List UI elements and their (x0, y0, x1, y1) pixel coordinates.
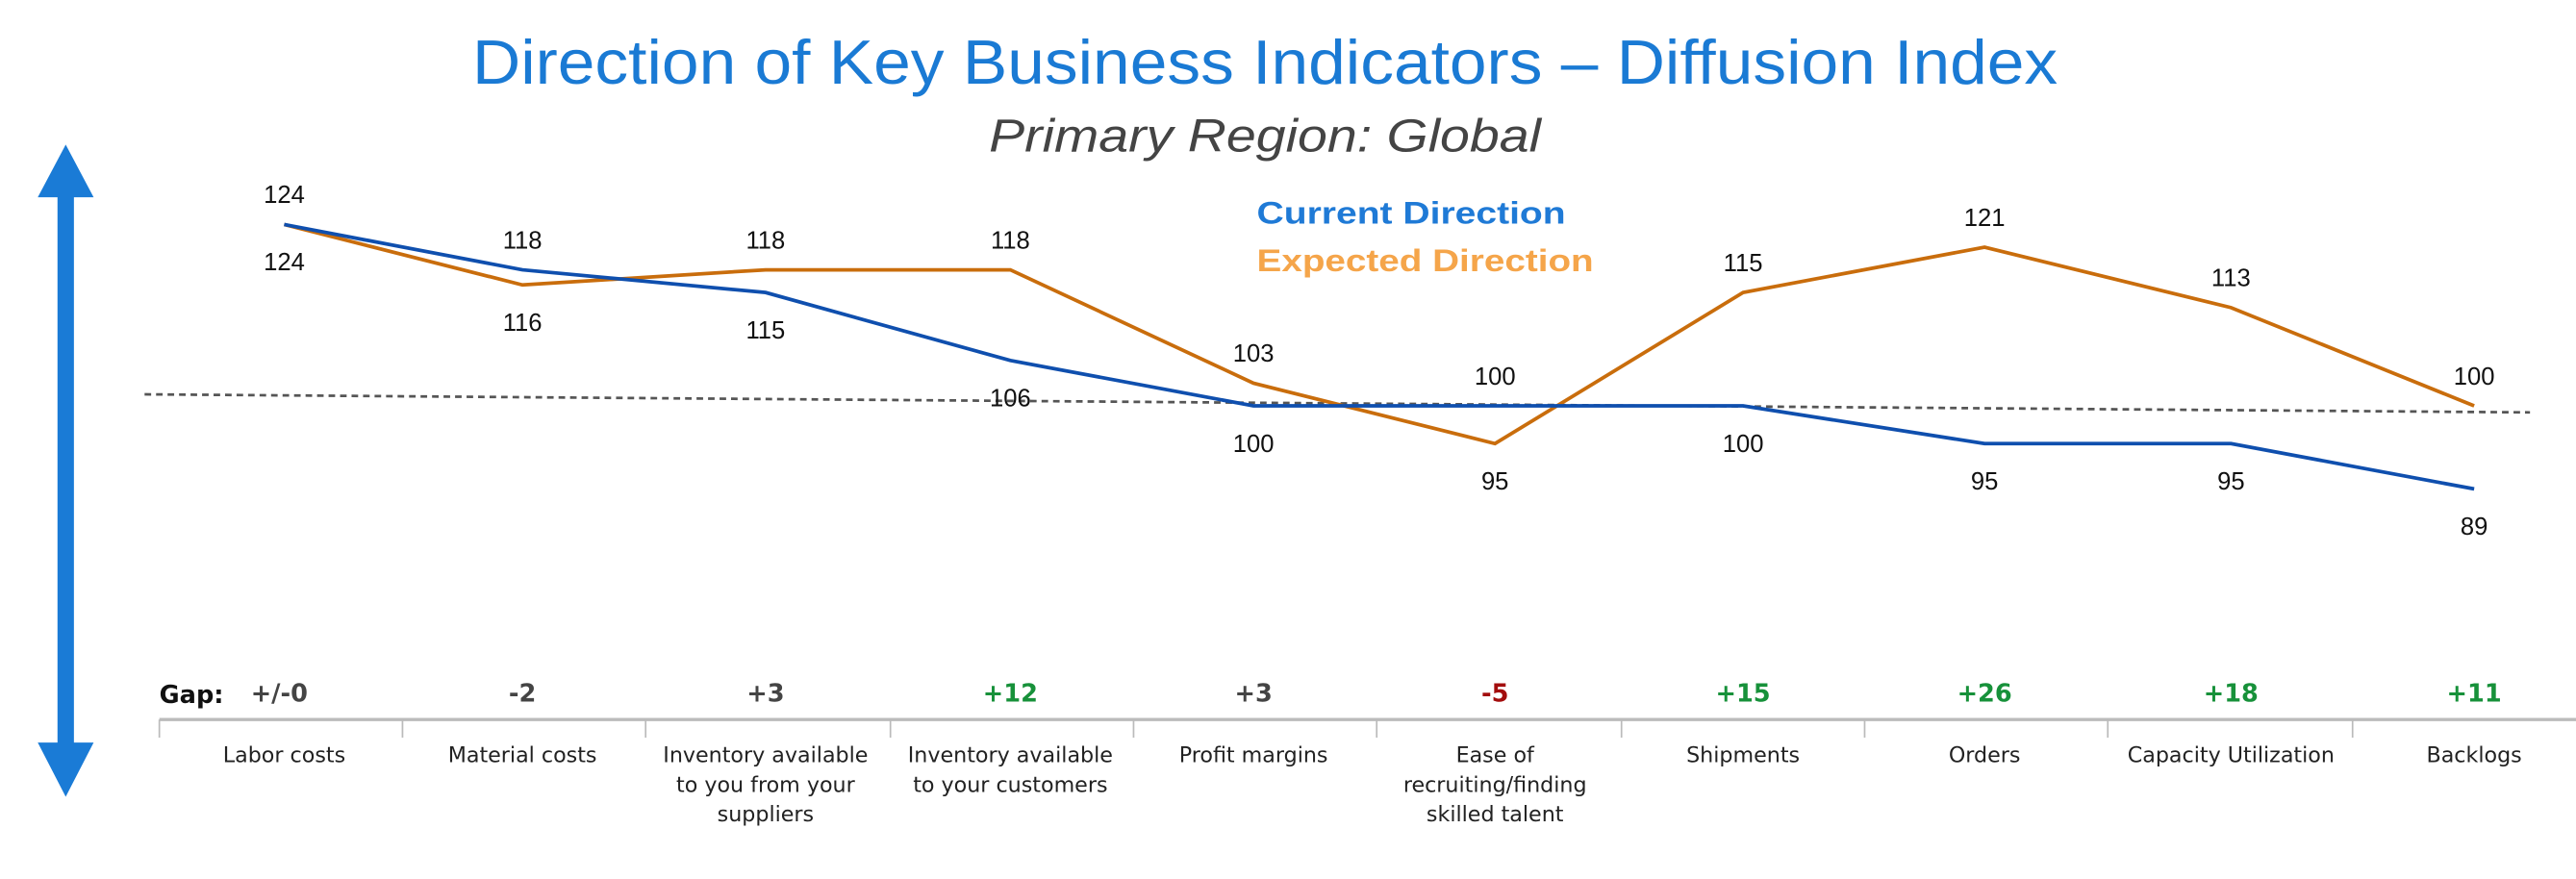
data-label-current: 95 (1971, 468, 1999, 495)
category-label: Ease of recruiting/finding skilled talent (1403, 743, 1587, 827)
gap-value: +3 (1234, 679, 1272, 708)
data-label-expected: 115 (1724, 250, 1763, 277)
gap-value: +15 (1716, 679, 1771, 708)
category-label: Profit margins (1179, 743, 1328, 768)
legend-expected-direction: Expected Direction (1257, 243, 1594, 278)
gap-label: Gap: (160, 681, 224, 710)
data-label-expected: 100 (2454, 364, 2495, 390)
data-label-current: 89 (2461, 514, 2488, 540)
vertical-double-arrow-icon (38, 144, 94, 797)
data-label-expected: 116 (503, 310, 543, 337)
data-label-expected: 124 (264, 249, 305, 276)
category-label: Capacity Utilization (2128, 743, 2335, 768)
chart-title: Direction of Key Business Indicators – D… (472, 27, 2058, 97)
category-label: Backlogs (2426, 743, 2521, 768)
data-label-current: 118 (503, 227, 543, 254)
data-label-current: 100 (1233, 431, 1275, 458)
data-label-expected: 113 (2211, 265, 2251, 292)
data-label-expected: 103 (1233, 340, 1275, 367)
gap-value: -5 (1481, 679, 1508, 708)
gap-value: +12 (983, 679, 1038, 708)
data-label-expected: 121 (1964, 205, 2006, 232)
data-label-expected: 118 (991, 227, 1030, 254)
gap-value: +18 (2204, 679, 2259, 708)
gap-value: +3 (746, 679, 784, 708)
category-label: Orders (1949, 743, 2021, 768)
data-label-current: 100 (1723, 431, 1764, 458)
data-label-current: 124 (264, 182, 305, 209)
gap-value: +/-0 (251, 679, 308, 708)
legend-current-direction: Current Direction (1257, 195, 1566, 230)
chart-subtitle: Primary Region: Global (989, 111, 1542, 162)
category-label: Material costs (448, 743, 597, 768)
data-label-expected: 118 (745, 227, 785, 254)
category-label: Shipments (1686, 743, 1800, 768)
gap-value: -2 (509, 679, 536, 708)
series-line-expected (284, 222, 2475, 446)
series-line-current (284, 222, 2475, 491)
data-label-current: 115 (745, 317, 785, 344)
gap-value: +11 (2447, 679, 2502, 708)
category-label: Inventory available to you from your suppl… (663, 743, 868, 827)
data-label-current: 100 (1475, 364, 1516, 390)
category-label: Labor costs (223, 743, 345, 768)
data-label-expected: 95 (1481, 468, 1509, 495)
data-label-current: 106 (990, 386, 1031, 413)
data-label-current: 95 (2217, 468, 2245, 495)
gap-value: +26 (1957, 679, 2012, 708)
category-label: Inventory available to your customers (908, 743, 1113, 798)
